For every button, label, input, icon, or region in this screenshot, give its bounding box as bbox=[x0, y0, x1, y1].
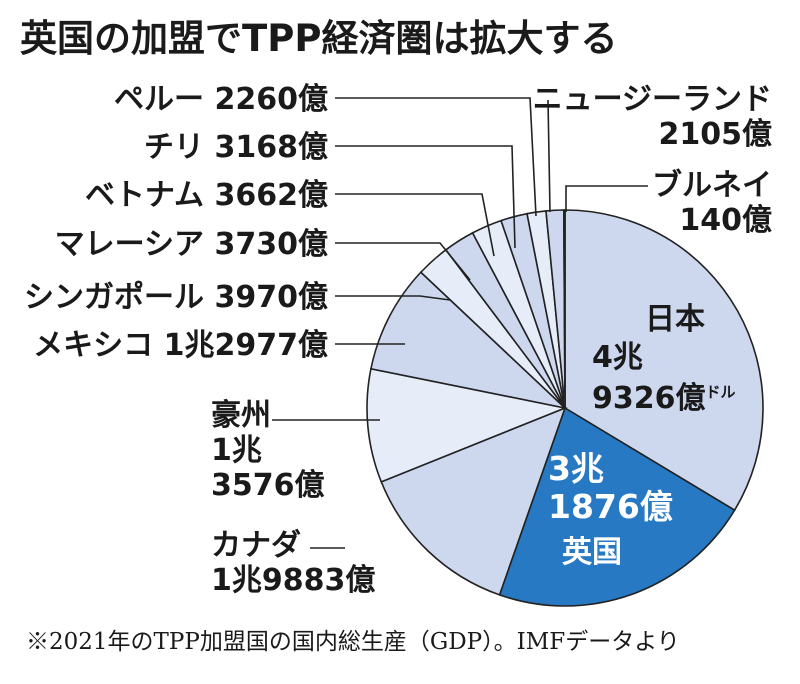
label-uk-value-1: 3兆 bbox=[548, 449, 604, 488]
label-new-zealand-name: ニュージーランド bbox=[532, 82, 772, 117]
label-singapore: シンガポール 3970億 bbox=[24, 280, 328, 315]
label-australia-name: 豪州 bbox=[211, 398, 271, 433]
label-canada-value: 1兆9883億 bbox=[211, 563, 376, 598]
label-japan-value-1: 4兆 bbox=[592, 340, 643, 375]
label-canada: カナダ 1兆9883億 bbox=[211, 528, 375, 598]
label-australia-value-2: 3576億 bbox=[211, 468, 325, 503]
label-uk: 3兆 1876億 英国 bbox=[548, 450, 673, 572]
label-japan-value-2: 9326億 bbox=[592, 381, 706, 416]
label-chile-name: チリ bbox=[144, 130, 205, 165]
leader-line-6 bbox=[335, 242, 471, 281]
leader-line-9 bbox=[335, 97, 537, 217]
label-malaysia: マレーシア 3730億 bbox=[55, 227, 328, 262]
chart-title: 英国の加盟でTPP経済圏は拡大する bbox=[20, 17, 618, 60]
label-peru-name: ペルー bbox=[114, 82, 205, 117]
label-uk-name: 英国 bbox=[562, 535, 622, 570]
leader-line-11 bbox=[565, 185, 648, 212]
label-japan-name: 日本 bbox=[645, 302, 705, 337]
label-malaysia-name: マレーシア bbox=[54, 227, 205, 262]
unit-label: ドル bbox=[705, 383, 736, 401]
pie-slice-1 bbox=[498, 406, 736, 607]
leader-line-5 bbox=[335, 295, 451, 301]
pie-slice-0 bbox=[564, 209, 764, 512]
pie-slice-3 bbox=[366, 367, 568, 483]
label-singapore-name: シンガポール bbox=[24, 280, 205, 315]
label-vietnam-name: ベトナム bbox=[84, 178, 205, 213]
label-japan-value: 4兆 9326億ドル bbox=[592, 340, 736, 416]
label-new-zealand-value: 2105億 bbox=[658, 117, 773, 152]
pie-slice-4 bbox=[369, 271, 568, 410]
label-mexico: メキシコ 1兆2977億 bbox=[33, 328, 328, 363]
pie-slice-11 bbox=[563, 209, 566, 409]
label-mexico-value: 1兆2977億 bbox=[163, 328, 328, 363]
label-new-zealand: ニュージーランド 2105億 bbox=[533, 82, 772, 152]
label-brunei-value: 140億 bbox=[679, 203, 772, 238]
label-vietnam: ベトナム 3662億 bbox=[85, 178, 328, 213]
label-japan: 日本 bbox=[620, 302, 730, 337]
label-australia-value-1: 1兆 bbox=[211, 433, 262, 468]
label-malaysia-value: 3730億 bbox=[214, 227, 329, 262]
label-mexico-name: メキシコ bbox=[33, 328, 154, 363]
label-canada-name: カナダ bbox=[211, 528, 301, 563]
label-brunei-name: ブルネイ bbox=[652, 168, 772, 203]
label-chile-value: 3168億 bbox=[214, 130, 329, 165]
label-brunei: ブルネイ 140億 bbox=[652, 168, 772, 238]
label-uk-value-2: 1876億 bbox=[548, 487, 673, 526]
leader-line-8 bbox=[335, 145, 516, 249]
pie-slice-2 bbox=[380, 406, 567, 596]
label-peru: ペルー 2260億 bbox=[114, 82, 328, 117]
label-vietnam-value: 3662億 bbox=[214, 178, 329, 213]
leader-line-10 bbox=[547, 99, 551, 213]
label-chile: チリ 3168億 bbox=[144, 130, 328, 165]
label-singapore-value: 3970億 bbox=[214, 280, 329, 315]
label-peru-value: 2260億 bbox=[214, 82, 329, 117]
leader-line-7 bbox=[335, 193, 495, 257]
footnote: ※2021年のTPP加盟国の国内総生産（GDP）。IMFデータより bbox=[26, 629, 680, 655]
label-australia: 豪州 1兆 3576億 bbox=[211, 398, 325, 503]
